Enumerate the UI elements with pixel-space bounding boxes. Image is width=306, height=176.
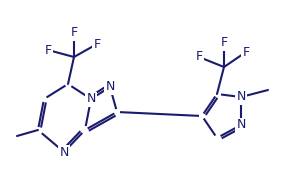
Text: N: N <box>86 93 96 105</box>
Text: N: N <box>59 146 69 159</box>
Text: F: F <box>70 27 77 39</box>
Text: N: N <box>236 118 246 131</box>
Text: N: N <box>105 80 115 93</box>
Text: F: F <box>242 46 250 58</box>
Text: N: N <box>236 90 246 103</box>
Text: F: F <box>44 43 52 56</box>
Text: F: F <box>196 51 203 64</box>
Text: F: F <box>220 36 228 49</box>
Text: F: F <box>93 37 101 51</box>
